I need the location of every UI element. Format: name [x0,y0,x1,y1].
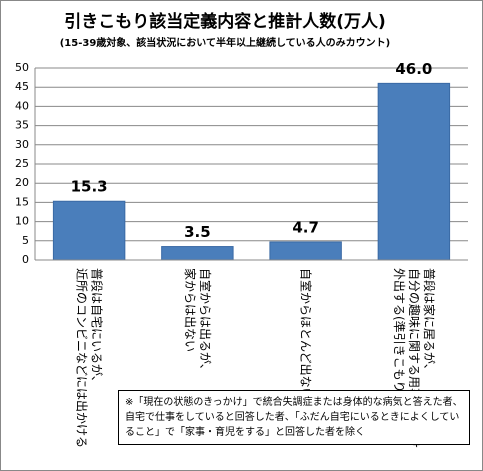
y-tick-label: 50 [15,61,29,74]
y-tick-label: 45 [15,80,29,93]
y-tick-label: 0 [22,253,29,266]
y-tick-label: 15 [15,195,29,208]
bar [377,82,451,261]
x-tick-label: 普段は自宅にいるが、近所のコンビニなどには出かける [75,268,105,448]
note: ※「現在の状態のきっかけ」で統合失調症または身体的な病気と答えた者、自宅で仕事を… [118,390,470,445]
bar [52,200,126,261]
y-tick-label: 30 [15,138,29,151]
value-label: 3.5 [184,223,211,241]
value-label: 15.3 [71,178,108,196]
y-tick-label: 5 [22,234,29,247]
y-tick-label: 40 [15,99,29,112]
y-tick-label: 20 [15,176,29,189]
value-label: 4.7 [292,218,319,236]
bar [269,241,342,261]
chart-title: 引きこもり該当定義内容と推計人数(万人) [64,11,386,32]
x-tick-label: 自室からほとんど出ない [299,268,314,400]
y-tick-label: 10 [15,215,29,228]
y-tick-label: 35 [15,119,29,132]
bar [161,246,234,261]
x-tick-label: 自室からは出るが、家からは出ない [183,268,213,376]
chart-subtitle: (15-39歳対象、該当状況において半年以上継続している人のみカウント) [60,36,391,49]
y-tick-label: 25 [15,157,29,170]
value-label: 46.0 [395,60,432,78]
